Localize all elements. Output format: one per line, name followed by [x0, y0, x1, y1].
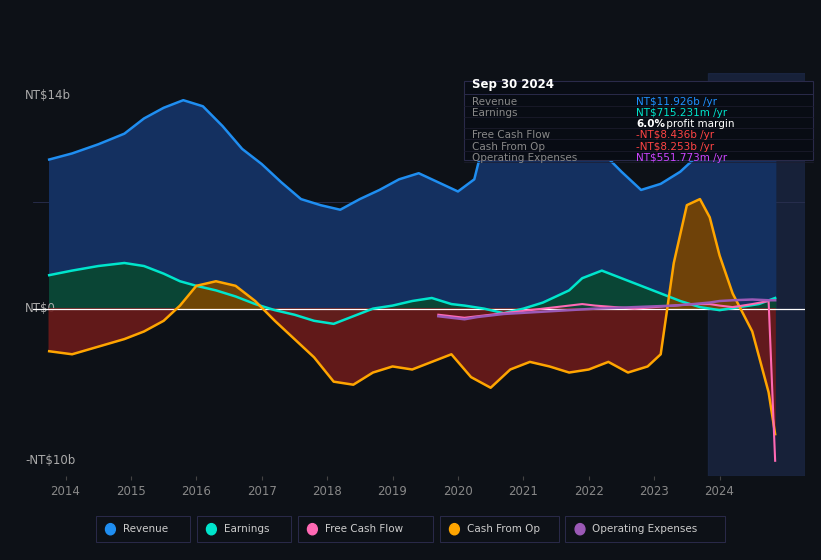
Text: Cash From Op: Cash From Op — [472, 142, 545, 152]
Text: profit margin: profit margin — [663, 119, 734, 129]
Text: -NT$8.253b /yr: -NT$8.253b /yr — [636, 142, 714, 152]
Text: NT$0: NT$0 — [25, 302, 56, 315]
Text: Revenue: Revenue — [123, 524, 167, 534]
Text: Cash From Op: Cash From Op — [467, 524, 539, 534]
Text: Sep 30 2024: Sep 30 2024 — [472, 78, 554, 91]
Text: Revenue: Revenue — [472, 97, 517, 107]
Text: NT$551.773m /yr: NT$551.773m /yr — [636, 153, 727, 163]
Text: Free Cash Flow: Free Cash Flow — [325, 524, 403, 534]
Text: 6.0%: 6.0% — [636, 119, 665, 129]
Text: -NT$8.436b /yr: -NT$8.436b /yr — [636, 130, 714, 141]
Text: Operating Expenses: Operating Expenses — [472, 153, 577, 163]
Text: -NT$10b: -NT$10b — [25, 454, 76, 467]
Text: Free Cash Flow: Free Cash Flow — [472, 130, 550, 141]
Text: Earnings: Earnings — [472, 108, 517, 118]
Text: Earnings: Earnings — [224, 524, 269, 534]
Bar — [709, 73, 805, 476]
Text: NT$14b: NT$14b — [25, 89, 71, 102]
Text: Operating Expenses: Operating Expenses — [593, 524, 698, 534]
Text: NT$11.926b /yr: NT$11.926b /yr — [636, 97, 718, 107]
Text: NT$715.231m /yr: NT$715.231m /yr — [636, 108, 727, 118]
